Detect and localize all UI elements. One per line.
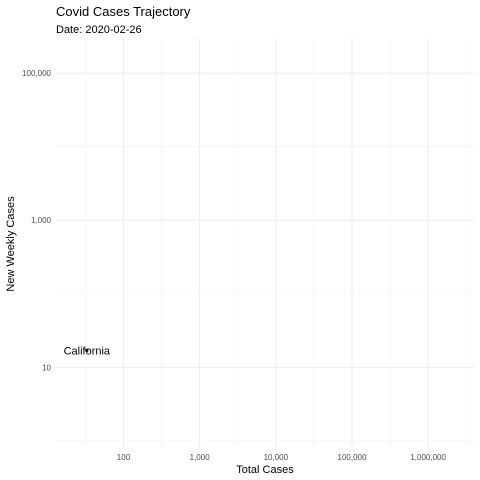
x-tick-label: 10,000 xyxy=(264,453,289,462)
grid-lines xyxy=(56,38,474,448)
y-tick-label: 1,000 xyxy=(31,216,52,225)
data-point xyxy=(85,348,89,352)
x-tick-label: 100,000 xyxy=(338,453,367,462)
x-tick-label: 1,000,000 xyxy=(410,453,446,462)
x-tick-label: 1,000 xyxy=(190,453,211,462)
chart-subtitle: Date: 2020-02-26 xyxy=(56,24,142,36)
point-label: California xyxy=(64,345,111,357)
y-tick-label: 10 xyxy=(42,363,51,372)
x-axis-title: Total Cases xyxy=(236,464,294,476)
data-points: California xyxy=(64,345,111,357)
x-axis-ticks: 100 1,000 10,000 100,000 1,000,000 xyxy=(117,453,447,462)
chart-title: Covid Cases Trajectory xyxy=(56,4,191,19)
x-tick-label: 100 xyxy=(117,453,131,462)
y-tick-label: 100,000 xyxy=(22,69,51,78)
y-axis-title: New Weekly Cases xyxy=(5,196,17,292)
y-axis-ticks: 10 1,000 100,000 xyxy=(22,69,51,372)
